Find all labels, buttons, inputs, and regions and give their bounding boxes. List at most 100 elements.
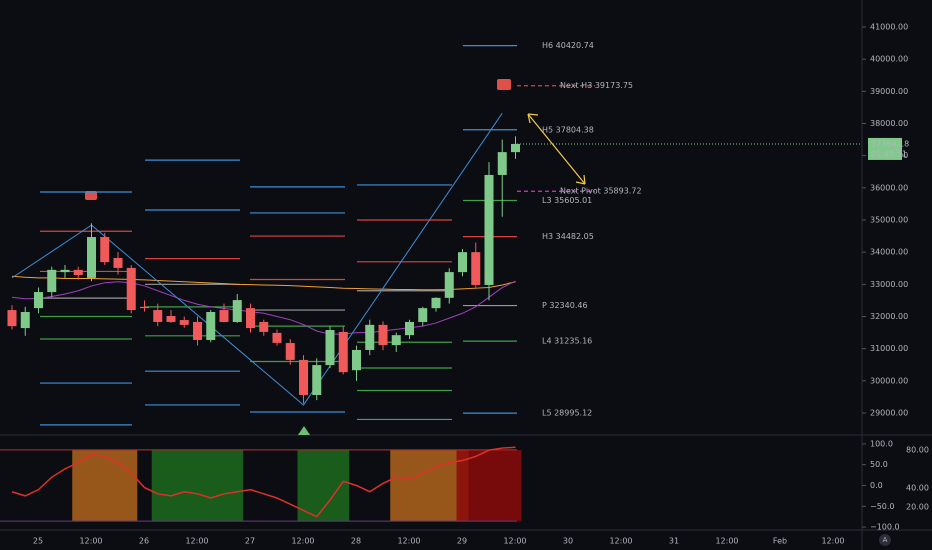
candle-body xyxy=(73,269,83,275)
auto-button-label[interactable]: A xyxy=(883,536,888,544)
level-label: H6 40420.74 xyxy=(542,41,594,50)
candle-body xyxy=(140,306,149,309)
y-tick-label: 35000.00 xyxy=(870,215,908,224)
candle-body xyxy=(312,365,322,395)
sell-marker xyxy=(497,79,511,90)
candle-body xyxy=(113,257,123,268)
candle-body xyxy=(285,343,295,360)
oscillator-line xyxy=(11,446,516,518)
osc-y2-tick-label: 20.00 xyxy=(906,502,929,511)
moving-average xyxy=(11,280,516,335)
x-tick-label: 12:00 xyxy=(185,537,208,546)
x-tick-label: 12:00 xyxy=(291,537,314,546)
osc-tick-label: −50.0 xyxy=(870,502,895,511)
x-tick-label: 12:00 xyxy=(609,537,632,546)
osc-tick-label: −100.0 xyxy=(870,523,900,532)
oscillator-zone xyxy=(297,450,350,521)
candle-body xyxy=(166,316,176,322)
candle-body xyxy=(497,152,507,175)
candle-body xyxy=(418,308,428,322)
candle-body xyxy=(47,269,57,293)
x-tick-label: Feb xyxy=(773,537,787,546)
countdown-label: 01:45:51 xyxy=(871,149,907,158)
annotation-arrowheads xyxy=(527,113,586,185)
osc-tick-label: 50.0 xyxy=(870,460,888,469)
candle-body xyxy=(153,310,163,322)
oscillator-zone xyxy=(151,450,244,521)
candle-body xyxy=(219,310,229,322)
osc-y2-tick-label: 40.00 xyxy=(906,483,929,492)
level-label: Next Pivot 35893.72 xyxy=(560,187,642,196)
candle-body xyxy=(484,174,494,285)
candle-body xyxy=(352,349,361,371)
y-tick-label: 41000.00 xyxy=(870,22,908,31)
x-tick-label: 31 xyxy=(669,537,679,546)
candle-body xyxy=(405,321,414,336)
last-price-label: 37364.18 xyxy=(871,139,909,148)
candle-body xyxy=(365,324,375,350)
y-tick-label: 40000.00 xyxy=(870,55,908,64)
y-tick-label: 39000.00 xyxy=(870,87,908,96)
candle-body xyxy=(378,324,388,346)
y-tick-label: 36000.00 xyxy=(870,183,908,192)
zigzag xyxy=(11,112,503,406)
x-tick-label: 12:00 xyxy=(821,537,844,546)
candle-body xyxy=(444,272,454,298)
y-tick-label: 38000.00 xyxy=(870,119,908,128)
moving-average xyxy=(11,275,516,291)
x-tick-label: 12:00 xyxy=(715,537,738,546)
candle-body xyxy=(206,311,216,340)
last-price-box xyxy=(868,137,902,160)
candle-body xyxy=(391,335,401,346)
candle-body xyxy=(299,359,308,395)
x-tick-label: 29 xyxy=(457,537,467,546)
annotation-arrow xyxy=(527,113,586,185)
candle-body xyxy=(471,252,481,285)
candle-body xyxy=(126,267,136,311)
y-tick-label: 29000.00 xyxy=(870,408,908,417)
x-tick-label: 12:00 xyxy=(79,537,102,546)
x-tick-label: 12:00 xyxy=(397,537,420,546)
level-label: H5 37804.38 xyxy=(542,125,594,134)
osc-y2-tick-label: 80.00 xyxy=(906,445,929,454)
candle-body xyxy=(20,311,30,329)
candle-body xyxy=(259,321,269,332)
sell-marker xyxy=(85,191,97,200)
oscillator-zone xyxy=(456,450,522,521)
candle-body xyxy=(179,320,189,325)
y-tick-label: 34000.00 xyxy=(870,248,908,257)
osc-tick-label: 100.0 xyxy=(870,439,893,448)
level-label: L3 35605.01 xyxy=(542,196,592,205)
y-tick-label: 32000.00 xyxy=(870,312,908,321)
x-tick-label: 27 xyxy=(245,537,255,546)
candle-body xyxy=(511,143,520,153)
candle-body xyxy=(232,300,242,322)
y-tick-label: 30000.00 xyxy=(870,376,908,385)
osc-tick-label: 0.0 xyxy=(870,481,883,490)
level-label: P 32340.46 xyxy=(542,301,588,310)
candle-body xyxy=(458,252,467,273)
x-tick-label: 12:00 xyxy=(503,537,526,546)
candle-body xyxy=(246,308,255,329)
level-label: L5 28995.12 xyxy=(542,409,592,418)
candle-body xyxy=(87,237,96,278)
x-tick-label: 30 xyxy=(563,537,573,546)
candle-body xyxy=(100,237,110,263)
candle-body xyxy=(325,330,335,366)
x-tick-label: 26 xyxy=(139,537,149,546)
candle-body xyxy=(338,331,348,373)
level-label: H3 34482.05 xyxy=(542,232,594,241)
x-tick-label: 28 xyxy=(351,537,361,546)
oscillator-zone xyxy=(72,450,138,521)
candle-body xyxy=(272,332,282,343)
x-tick-label: 25 xyxy=(33,537,43,546)
auto-button[interactable] xyxy=(879,534,891,546)
level-label: Next H3 39173.75 xyxy=(560,81,633,90)
candle-body xyxy=(431,297,441,309)
level-label: L4 31235.16 xyxy=(542,337,592,346)
y-tick-label: 33000.00 xyxy=(870,280,908,289)
candle-body xyxy=(60,269,70,273)
y-tick-label: 31000.00 xyxy=(870,344,908,353)
candle-body xyxy=(193,321,202,340)
